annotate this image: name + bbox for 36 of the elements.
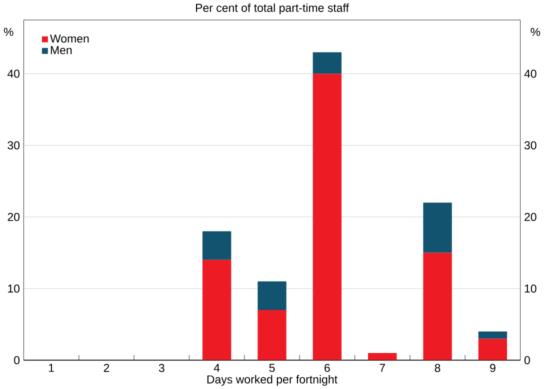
bar xyxy=(202,231,232,260)
x-tick-label: 3 xyxy=(158,364,164,372)
x-tick-label: 2 xyxy=(104,364,110,372)
bar xyxy=(368,352,397,360)
legend-label: Women xyxy=(50,34,89,43)
y2-tick-label: 40 xyxy=(524,70,536,78)
bar xyxy=(258,310,286,360)
x-tick-label: 6 xyxy=(324,364,330,372)
y-tick-label: 0 xyxy=(14,356,20,364)
x-tick-label: 4 xyxy=(214,364,220,372)
y-axis-title: % xyxy=(4,28,14,36)
y2-tick-label: 10 xyxy=(524,284,536,293)
x-tick-label: 7 xyxy=(380,364,385,372)
bar xyxy=(258,281,286,310)
x-tick-label: 8 xyxy=(434,364,440,372)
bar xyxy=(478,338,508,360)
y2-tick-label: 0 xyxy=(524,356,530,364)
x-tick-label: 9 xyxy=(490,364,496,372)
y-tick-label: 40 xyxy=(7,70,20,78)
y2-tick-label: 20 xyxy=(524,212,536,221)
bar xyxy=(478,331,508,339)
bar xyxy=(312,52,342,74)
legend-label: Men xyxy=(50,46,72,54)
y-tick-label: 30 xyxy=(8,141,20,150)
bar xyxy=(423,202,452,253)
bar xyxy=(423,252,452,360)
x-tick-label: 1 xyxy=(48,364,54,372)
x-axis-title: Days worked per fortnight xyxy=(207,374,338,386)
y2-tick-label: 30 xyxy=(524,141,536,150)
bar xyxy=(202,260,232,360)
y2-axis-title: % xyxy=(530,28,540,36)
bar xyxy=(312,74,342,360)
y-tick-label: 10 xyxy=(8,284,20,293)
y-tick-label: 20 xyxy=(8,212,20,221)
chart-title: Per cent of total part-time staff xyxy=(196,3,349,14)
x-tick-label: 5 xyxy=(269,364,275,372)
